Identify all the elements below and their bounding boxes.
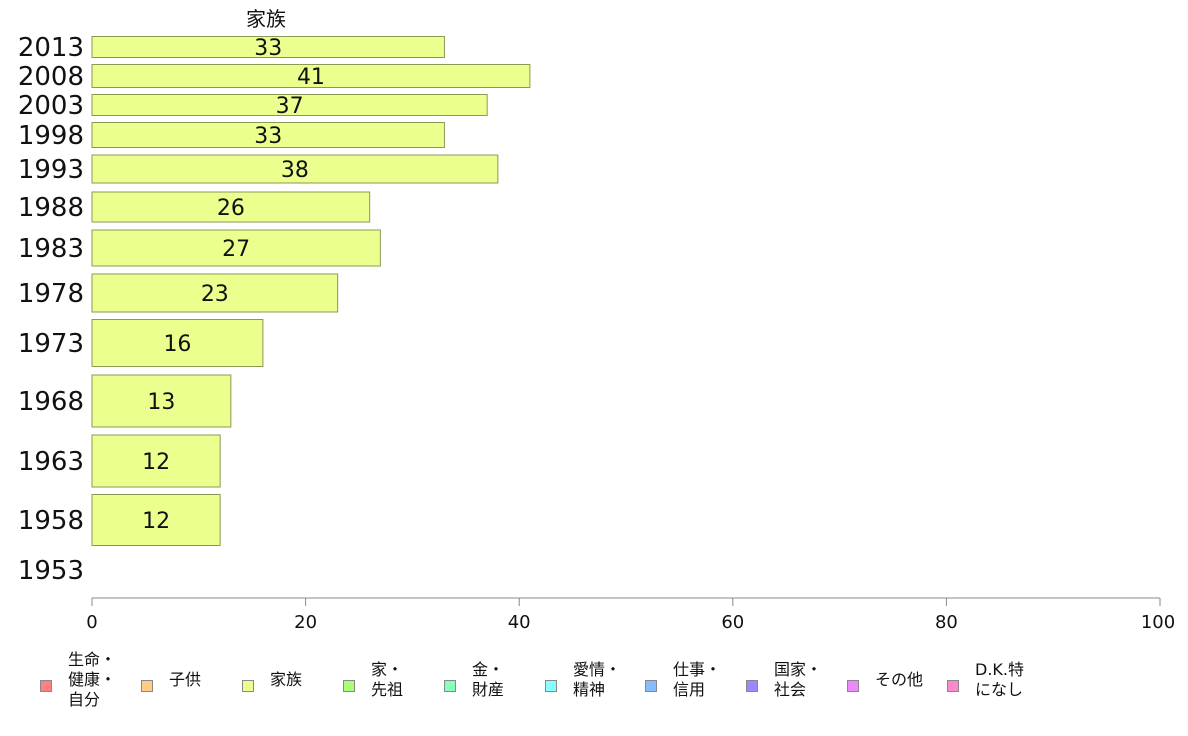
bar-2013 — [91, 36, 445, 58]
legend-swatch — [444, 680, 456, 692]
y-tick-label: 1963 — [18, 447, 84, 477]
legend-swatch — [343, 680, 355, 692]
y-tick-label: 1993 — [18, 155, 84, 185]
y-tick-label: 1988 — [18, 193, 84, 223]
bar-1958 — [91, 494, 221, 546]
bar-1988 — [91, 191, 371, 223]
y-tick-label: 1958 — [18, 506, 84, 536]
legend-swatch — [545, 680, 557, 692]
bar-value-label: 38 — [281, 158, 309, 183]
y-tick-label: 1953 — [18, 556, 84, 586]
y-tick-label: 2013 — [18, 33, 84, 63]
y-tick-label: 1973 — [18, 329, 84, 359]
x-tick-label: 20 — [294, 612, 317, 633]
bar-value-label: 26 — [217, 196, 245, 221]
x-tick-label: 0 — [86, 612, 97, 633]
legend-swatch — [847, 680, 859, 692]
y-tick-label: 2003 — [18, 91, 84, 121]
bar-value-label: 33 — [254, 124, 282, 149]
x-tick-label: 100 — [1141, 612, 1175, 633]
y-tick-label: 2008 — [18, 62, 84, 92]
legend-label: 家族 — [270, 670, 303, 689]
bar-2003 — [91, 94, 488, 116]
legend-swatch — [40, 680, 52, 692]
bar-value-label: 12 — [142, 450, 170, 475]
chart-title: 家族 — [246, 7, 286, 31]
x-tick-label: 40 — [508, 612, 531, 633]
legend-label: その他 — [875, 670, 924, 689]
y-tick-label: 1978 — [18, 279, 84, 309]
legend: 生命・ 健康・ 自分 子供 家族 家・ 先祖 金・ 財産 愛情・ 精神 仕事・ 信用 国家・ … — [0, 640, 1188, 730]
bar-1993 — [91, 154, 499, 184]
bar-value-label: 37 — [276, 94, 304, 119]
bar-value-label: 41 — [297, 65, 325, 90]
legend-label: D.K.特 になし — [975, 660, 1024, 699]
bar-1978 — [91, 273, 339, 313]
bar-1998 — [91, 122, 445, 148]
bar-value-label: 16 — [163, 332, 191, 357]
bar-value-label: 13 — [147, 390, 175, 415]
legend-label: 金・ 財産 — [472, 660, 505, 699]
x-tick-label: 80 — [935, 612, 958, 633]
bar-value-label: 12 — [142, 509, 170, 534]
bar-value-label: 33 — [254, 36, 282, 61]
legend-swatch — [947, 680, 959, 692]
legend-swatch — [141, 680, 153, 692]
legend-label: 仕事・ 信用 — [673, 660, 722, 699]
x-axis: 0 20 40 60 80 100 — [86, 597, 1175, 633]
bar-value-label: 27 — [222, 237, 250, 262]
bar-1968 — [91, 374, 232, 428]
bars-group: 33 41 37 33 38 26 27 23 16 13 12 12 — [91, 36, 531, 546]
bar-1963 — [91, 434, 221, 488]
legend-label: 家・ 先祖 — [371, 660, 404, 699]
legend-swatch — [242, 680, 254, 692]
bar-value-label: 23 — [201, 282, 229, 307]
x-tick-label: 60 — [721, 612, 744, 633]
legend-label: 子供 — [169, 670, 202, 689]
legend-label: 国家・ 社会 — [774, 660, 823, 699]
y-tick-label: 1983 — [18, 234, 84, 264]
y-tick-label: 1968 — [18, 387, 84, 417]
bar-1983 — [91, 229, 381, 267]
legend-label: 生命・ 健康・ 自分 — [68, 650, 117, 709]
y-tick-label: 1998 — [18, 121, 84, 151]
bar-1973 — [91, 319, 264, 367]
legend-swatch — [746, 680, 758, 692]
legend-swatch — [645, 680, 657, 692]
bar-2008 — [91, 64, 531, 88]
legend-label: 愛情・ 精神 — [573, 660, 622, 699]
